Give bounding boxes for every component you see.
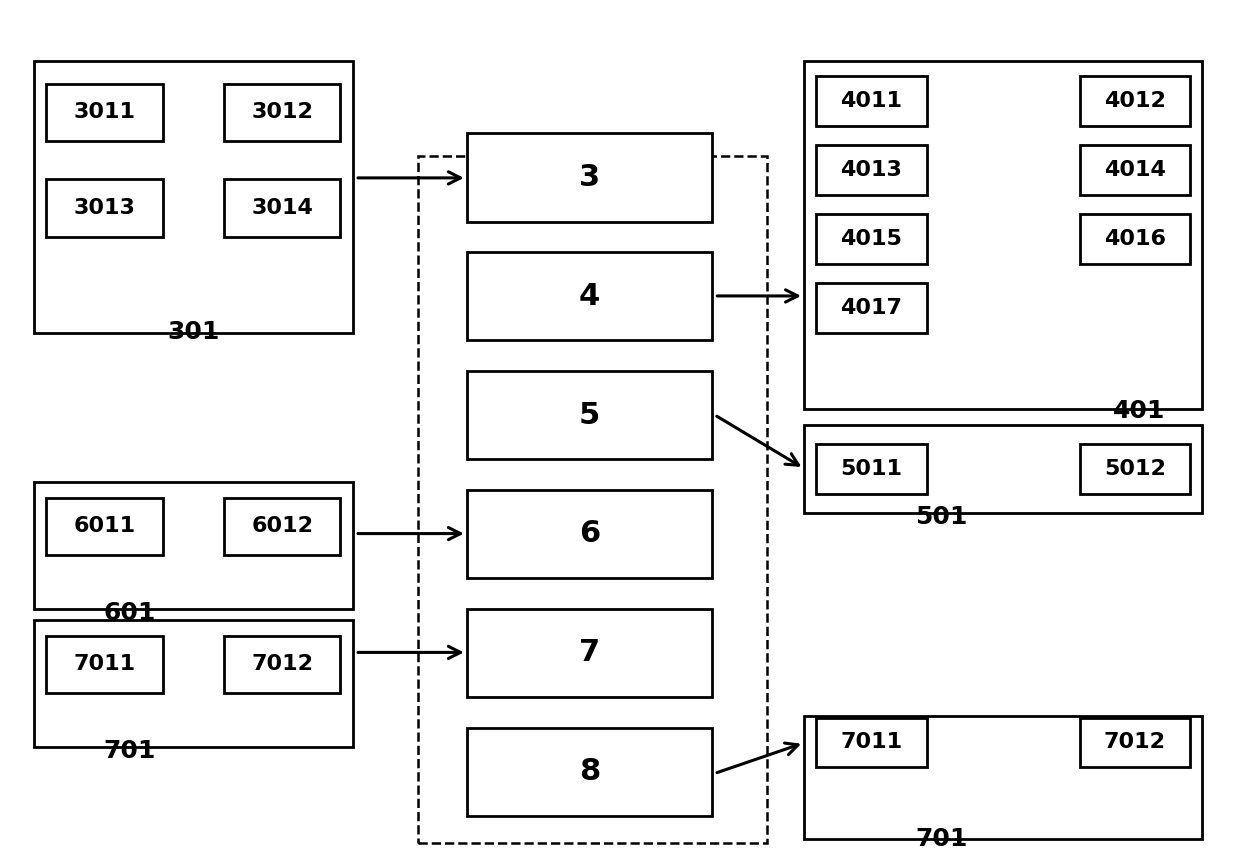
Text: 7: 7 (579, 639, 600, 667)
Text: 4015: 4015 (841, 229, 903, 249)
Text: 7012: 7012 (1104, 733, 1166, 753)
Bar (46, 84, 162, 141)
Bar (466, 608, 712, 696)
Text: 301: 301 (167, 319, 219, 343)
Text: 3: 3 (579, 163, 600, 192)
Text: 701: 701 (915, 827, 967, 851)
Bar (1080, 214, 1190, 264)
Text: 4011: 4011 (841, 91, 903, 110)
Bar (804, 716, 1203, 839)
Text: 701: 701 (103, 739, 156, 763)
Bar (1080, 76, 1190, 126)
Text: 4016: 4016 (1104, 229, 1166, 249)
Text: 6012: 6012 (252, 516, 314, 536)
Text: 6: 6 (579, 520, 600, 549)
Text: 4013: 4013 (841, 160, 903, 180)
Text: 401: 401 (1114, 400, 1166, 424)
Bar (466, 134, 712, 222)
Bar (466, 371, 712, 459)
Text: 4017: 4017 (841, 298, 903, 318)
Text: 3013: 3013 (73, 198, 135, 218)
Text: 5011: 5011 (841, 459, 903, 479)
Bar (224, 498, 341, 555)
Bar (816, 717, 926, 767)
Text: 7011: 7011 (73, 654, 135, 674)
Text: 3011: 3011 (73, 103, 135, 123)
Text: 6011: 6011 (73, 516, 135, 536)
Bar (1080, 444, 1190, 494)
Bar (33, 482, 352, 608)
Text: 4014: 4014 (1104, 160, 1166, 180)
Bar (46, 635, 162, 693)
Text: 5: 5 (579, 400, 600, 430)
Text: 7011: 7011 (841, 733, 903, 753)
Bar (816, 145, 926, 195)
Bar (466, 728, 712, 816)
Text: 7012: 7012 (252, 654, 314, 674)
Text: 4: 4 (579, 282, 600, 311)
Text: 4012: 4012 (1104, 91, 1166, 110)
Bar (1080, 717, 1190, 767)
Bar (816, 214, 926, 264)
Bar (804, 60, 1203, 409)
Bar (466, 252, 712, 340)
Text: 5012: 5012 (1104, 459, 1166, 479)
Bar (804, 425, 1203, 513)
Bar (816, 76, 926, 126)
Bar (46, 498, 162, 555)
Text: 601: 601 (103, 601, 156, 625)
Bar (816, 283, 926, 333)
Text: 501: 501 (915, 505, 967, 529)
Text: 8: 8 (579, 757, 600, 786)
Bar (466, 490, 712, 578)
Bar (46, 180, 162, 237)
Bar (1080, 145, 1190, 195)
Bar (33, 60, 352, 333)
Bar (224, 180, 341, 237)
Text: 3012: 3012 (252, 103, 314, 123)
Bar (224, 84, 341, 141)
Bar (418, 156, 768, 842)
Bar (224, 635, 341, 693)
Bar (816, 444, 926, 494)
Bar (33, 620, 352, 746)
Text: 3014: 3014 (252, 198, 314, 218)
